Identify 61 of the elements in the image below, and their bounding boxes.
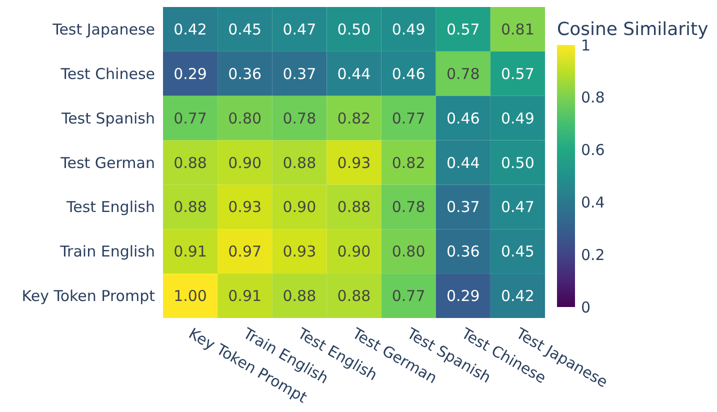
color-bar-label: 0.6 — [581, 141, 605, 160]
data-label: 0.93 — [282, 242, 316, 261]
y-tick-label: Test Japanese — [52, 20, 155, 38]
data-label: 0.90 — [282, 198, 316, 216]
data-label: 0.45 — [228, 20, 262, 38]
data-label: 0.88 — [337, 198, 371, 216]
data-label: 0.42 — [174, 20, 207, 38]
y-tick-label: Test English — [66, 198, 155, 216]
data-label: 0.45 — [501, 242, 534, 261]
data-label: 0.37 — [282, 64, 316, 83]
data-label: 0.88 — [282, 154, 316, 172]
data-label: 0.88 — [174, 198, 207, 216]
data-label: 1.00 — [174, 287, 207, 306]
data-label: 0.50 — [337, 20, 371, 38]
data-label: 0.29 — [174, 64, 207, 83]
data-label: 0.57 — [501, 64, 534, 83]
data-label: 0.36 — [446, 242, 480, 261]
data-label: 0.77 — [392, 287, 426, 306]
data-label: 0.37 — [446, 198, 480, 216]
data-label: 0.88 — [174, 154, 207, 172]
color-bar-label: 0.8 — [581, 88, 605, 107]
data-label: 0.80 — [228, 109, 262, 128]
data-label: 0.44 — [337, 64, 371, 83]
color-bar-label: 0.4 — [581, 193, 605, 212]
y-tick-label: Train English — [59, 242, 155, 261]
data-label: 0.44 — [446, 154, 480, 172]
data-label: 0.47 — [501, 198, 534, 216]
data-label: 0.78 — [392, 198, 426, 216]
data-label: 0.49 — [392, 20, 426, 38]
data-label: 0.82 — [392, 154, 426, 172]
y-tick-label: Test German — [60, 154, 155, 172]
y-tick-label: Key Token Prompt — [22, 287, 156, 306]
data-label: 0.80 — [392, 242, 426, 261]
y-tick-label: Test Spanish — [60, 109, 155, 128]
data-label: 0.97 — [228, 242, 262, 261]
data-label: 0.46 — [446, 109, 480, 128]
data-label: 0.90 — [228, 154, 262, 172]
y-tick-label: Test Chinese — [60, 64, 155, 83]
data-label: 0.91 — [174, 242, 207, 261]
data-label: 0.88 — [337, 287, 371, 306]
data-label: 0.78 — [446, 64, 480, 83]
data-label: 0.57 — [446, 20, 480, 38]
data-label: 0.91 — [228, 287, 262, 306]
data-label: 0.78 — [282, 109, 316, 128]
data-label: 0.42 — [501, 287, 534, 306]
data-label: 0.88 — [282, 287, 316, 306]
data-label: 0.93 — [337, 154, 371, 172]
data-label: 0.81 — [501, 20, 534, 38]
data-label: 0.49 — [501, 109, 534, 128]
color-bar-label: 0 — [581, 298, 591, 316]
data-label: 0.50 — [501, 154, 534, 172]
data-label: 0.36 — [228, 64, 262, 83]
data-label: 0.29 — [446, 287, 480, 306]
data-label: 0.77 — [174, 109, 207, 128]
data-label: 0.82 — [337, 109, 371, 128]
data-label: 0.77 — [392, 109, 426, 128]
data-label: 0.90 — [337, 242, 371, 261]
data-label: 0.93 — [228, 198, 262, 216]
data-label: 0.46 — [392, 64, 426, 83]
data-label: 0.47 — [282, 20, 316, 38]
color-bar-label: 0.2 — [581, 246, 605, 264]
